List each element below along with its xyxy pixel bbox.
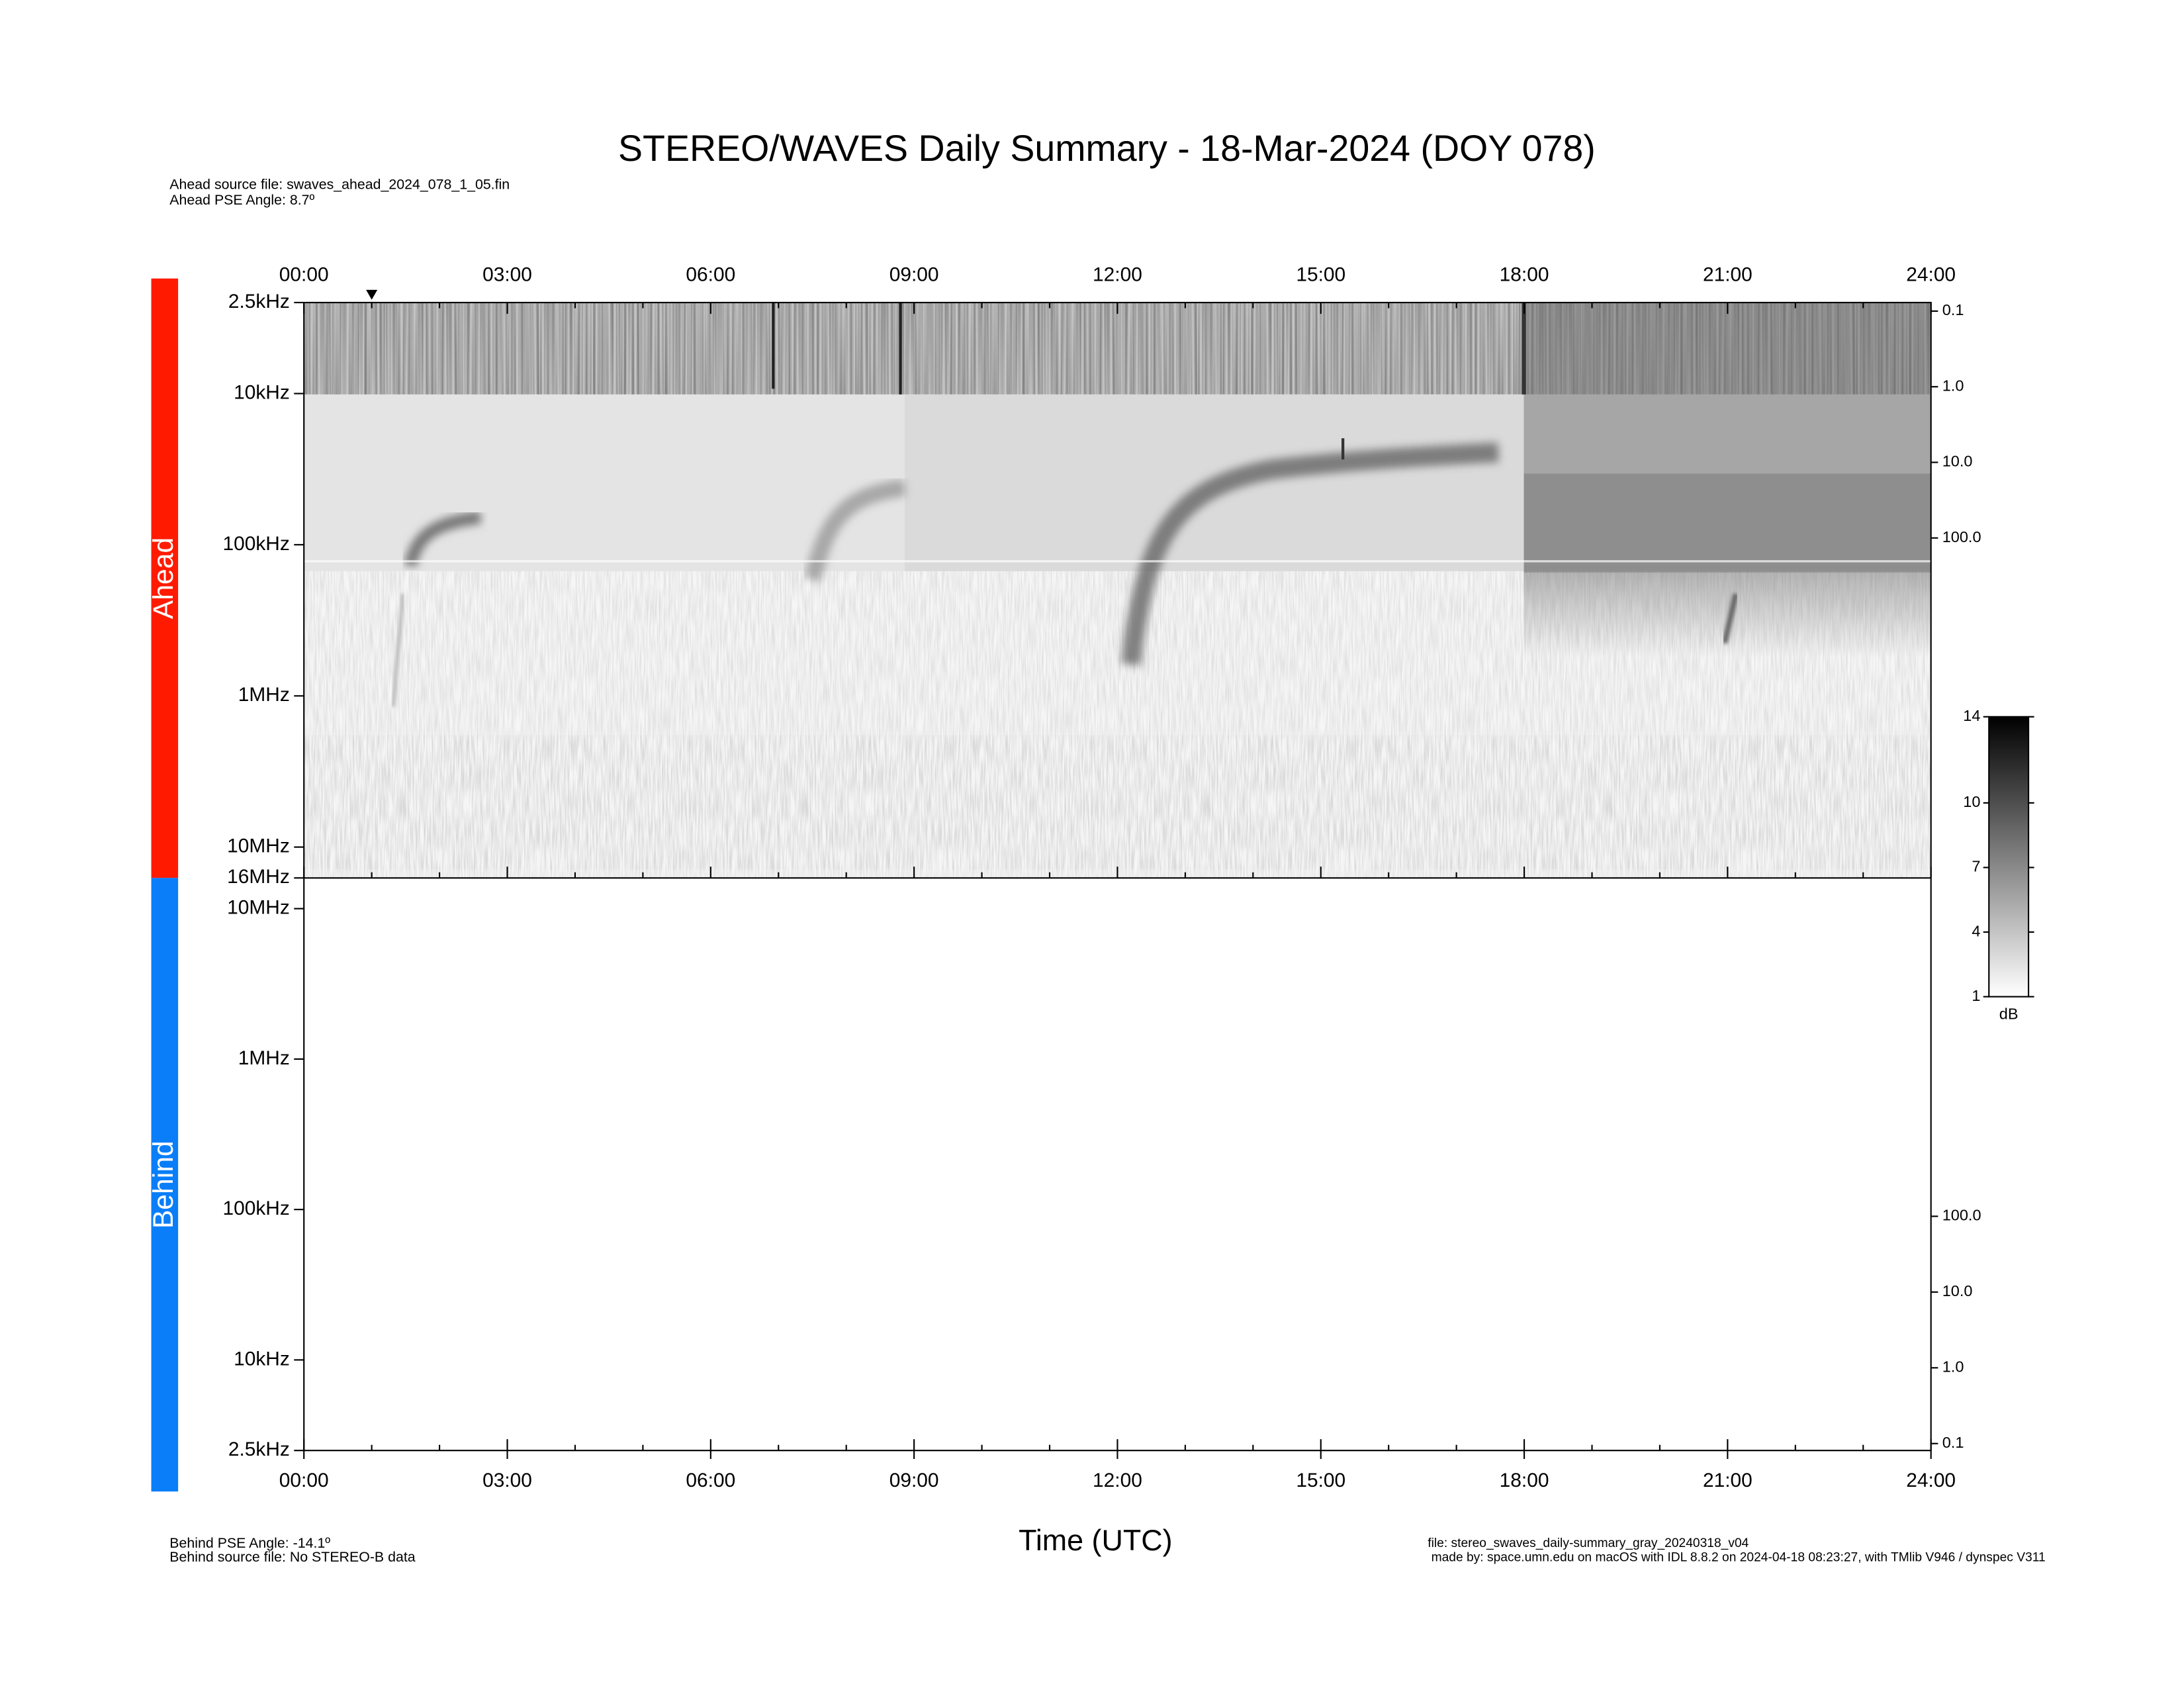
x-axis-label: Time (UTC) [1019, 1523, 1172, 1557]
colorbar-tick-label: 7 [1972, 858, 1980, 875]
y2-tick-label: 0.1 [1942, 301, 1964, 318]
colorbar [1988, 716, 2030, 998]
footer-note: made by: space.umn.edu on macOS with IDL… [1432, 1551, 2046, 1565]
footer-note: Behind source file: No STEREO-B data [169, 1549, 415, 1565]
x-tick-label: 24:00 [1906, 1470, 1956, 1491]
y-tick-label: 2.5kHz [228, 1438, 290, 1460]
y-tick-label: 100kHz [222, 1197, 289, 1219]
burst-tail [391, 593, 404, 708]
x-tick-label: 09:00 [889, 1470, 939, 1491]
low-frequency-streaks [304, 303, 1931, 395]
time-marker [366, 289, 378, 300]
late-day-fade [1524, 565, 1931, 658]
footer-note: file: stereo_swaves_daily-summary_gray_2… [1428, 1536, 1749, 1550]
x-tick-label: 12:00 [1093, 263, 1142, 285]
y2-tick-label: 10.0 [1942, 453, 1973, 470]
spectrogram [304, 303, 1931, 878]
y-tick-label: 10kHz [234, 1348, 290, 1370]
y-tick-label: 1MHz [238, 684, 290, 706]
mid-band-dark [904, 394, 1931, 571]
footer-note: Behind PSE Angle: -14.1º [169, 1535, 330, 1551]
y-tick-label: 16MHz [227, 866, 290, 888]
x-tick-label: 21:00 [1703, 1470, 1752, 1491]
y2-tick-label: 100.0 [1942, 1207, 1981, 1224]
x-tick-label: 12:00 [1093, 1470, 1142, 1491]
x-tick-label: 09:00 [889, 263, 939, 285]
burst-tail [1721, 593, 1739, 644]
colorbar-tick-label: 14 [1963, 707, 1980, 724]
chart-title: STEREO/WAVES Daily Summary - 18-Mar-2024… [618, 128, 1596, 169]
high-frequency-noise [304, 735, 1931, 870]
x-tick-label: 24:00 [1906, 263, 1956, 285]
y2-tick-label: 100.0 [1942, 528, 1981, 545]
y-tick-label: 10MHz [227, 897, 290, 919]
late-day-emission [1524, 303, 1931, 566]
x-tick-label: 03:00 [482, 263, 532, 285]
header-note: Ahead PSE Angle: 8.7º [169, 192, 314, 208]
late-day-band [1524, 473, 1931, 573]
x-tick-label: 06:00 [686, 1470, 735, 1491]
y2-tick-label: 0.1 [1942, 1434, 1964, 1451]
radio-burst [1120, 442, 1499, 666]
y-tick-label: 10kHz [234, 381, 290, 403]
header-note: Ahead source file: swaves_ahead_2024_078… [169, 176, 510, 192]
panel-side-bar [151, 878, 179, 1492]
x-tick-label: 18:00 [1500, 263, 1549, 285]
y-tick-label: 10MHz [227, 835, 290, 857]
colorbar-tick-label: 4 [1972, 922, 1980, 939]
x-tick-label: 06:00 [686, 263, 735, 285]
y2-tick-label: 1.0 [1942, 377, 1964, 394]
x-tick-label: 03:00 [482, 1470, 532, 1491]
colorbar-tick-label: 1 [1972, 987, 1980, 1004]
colorbar-label: dB [1999, 1006, 2019, 1023]
panel-side-bar [151, 278, 179, 878]
x-tick-label: 18:00 [1500, 1470, 1549, 1491]
y-tick-label: 1MHz [238, 1047, 290, 1069]
y-tick-label: 100kHz [222, 533, 289, 555]
colorbar-tick-label: 10 [1963, 793, 1980, 810]
radio-burst [804, 479, 906, 582]
panel-label: Behind [148, 1141, 179, 1229]
y2-tick-label: 1.0 [1942, 1358, 1964, 1376]
y-tick-label: 2.5kHz [228, 291, 290, 312]
radio-burst [404, 511, 482, 567]
x-tick-label: 21:00 [1703, 263, 1752, 285]
x-tick-label: 15:00 [1296, 263, 1345, 285]
x-tick-label: 15:00 [1296, 1470, 1345, 1491]
x-tick-label: 00:00 [279, 263, 329, 285]
panel-label: Ahead [148, 538, 179, 619]
x-tick-label: 00:00 [279, 1470, 329, 1491]
y2-tick-label: 10.0 [1942, 1282, 1973, 1299]
